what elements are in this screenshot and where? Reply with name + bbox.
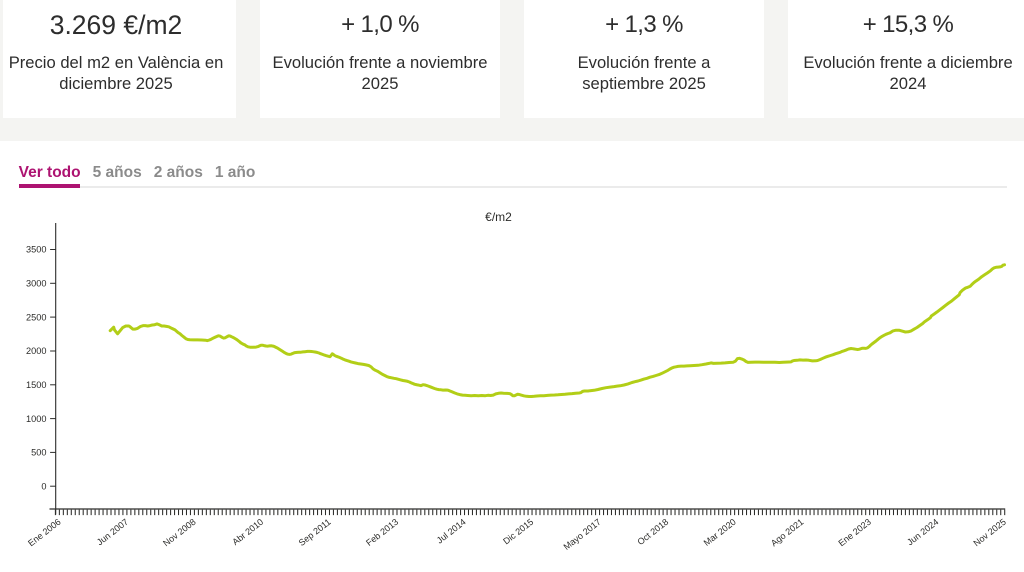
svg-text:Mar 2020: Mar 2020 [702,517,738,548]
svg-text:Feb 2013: Feb 2013 [364,517,400,548]
svg-text:Ago 2021: Ago 2021 [769,517,806,549]
svg-text:3500: 3500 [26,245,46,255]
svg-text:€/m2: €/m2 [485,210,512,224]
svg-text:Ene 2006: Ene 2006 [26,517,63,549]
svg-text:Oct 2018: Oct 2018 [635,517,670,547]
svg-text:2000: 2000 [26,346,46,356]
svg-text:Mayo 2017: Mayo 2017 [562,517,603,552]
svg-text:Jun 2007: Jun 2007 [95,517,130,548]
svg-text:Nov 2008: Nov 2008 [161,517,198,549]
svg-text:Sep 2011: Sep 2011 [297,517,333,548]
svg-text:1000: 1000 [26,414,46,424]
svg-text:Jun 2024: Jun 2024 [905,517,940,548]
svg-text:Dic 2015: Dic 2015 [501,517,535,547]
svg-text:Jul 2014: Jul 2014 [435,517,468,546]
svg-text:0: 0 [41,481,46,491]
svg-text:Nov 2025: Nov 2025 [971,517,1008,549]
svg-text:500: 500 [31,448,46,458]
svg-text:1500: 1500 [26,380,46,390]
svg-text:Ene 2023: Ene 2023 [836,517,873,549]
svg-text:2500: 2500 [26,312,46,322]
svg-text:Abr 2010: Abr 2010 [230,517,265,547]
svg-text:3000: 3000 [26,279,46,289]
